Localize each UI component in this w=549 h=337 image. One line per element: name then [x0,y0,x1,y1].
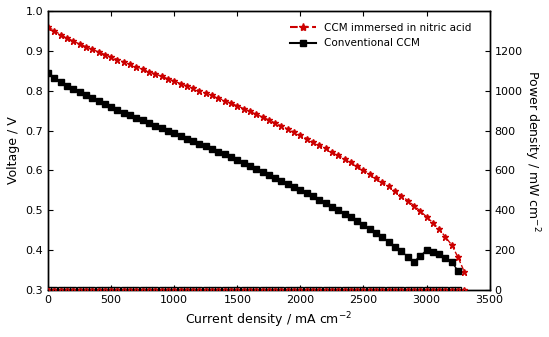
Y-axis label: Power density / mW cm$^{-2}$: Power density / mW cm$^{-2}$ [523,69,542,232]
Legend: CCM immersed in nitric acid, Conventional CCM: CCM immersed in nitric acid, Conventiona… [285,19,475,53]
X-axis label: Current density / mA cm$^{-2}$: Current density / mA cm$^{-2}$ [185,310,352,330]
Y-axis label: Voltage / V: Voltage / V [7,117,20,184]
